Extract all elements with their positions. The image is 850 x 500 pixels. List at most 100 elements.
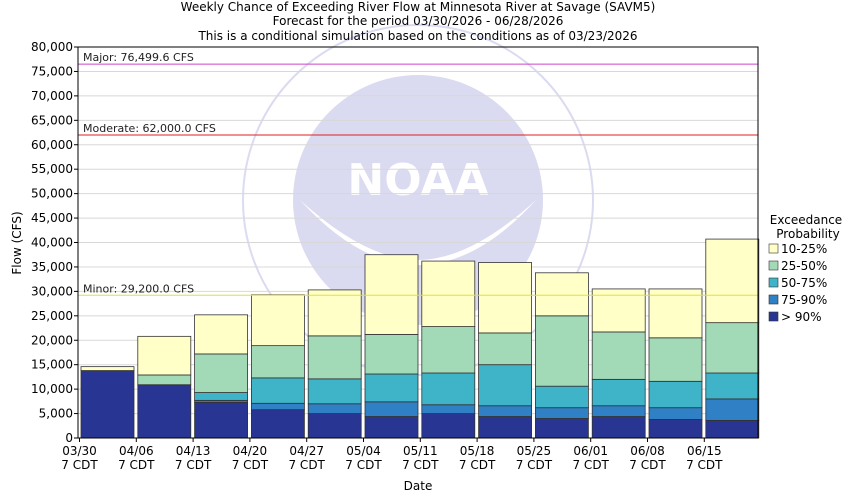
bar-segment [80, 366, 135, 371]
bar-segment [307, 378, 362, 405]
bar-segment [478, 262, 533, 334]
y-tick-label: 25,000 [31, 309, 73, 323]
bar-segment [705, 372, 760, 400]
bar-segment [194, 401, 249, 439]
bar-segment [250, 402, 305, 411]
y-tick-label: 20,000 [31, 333, 73, 347]
legend-title-line-1: Exceedance [770, 213, 842, 227]
y-axis-ticks: 0 5,000 10,000 15,000 20,000 25,000 30,000 35,0… [31, 40, 78, 445]
bar-segment [535, 407, 589, 419]
x-axis-label: Date [404, 479, 433, 493]
bars [80, 238, 760, 439]
x-tick-label-date: 04/13 [176, 444, 211, 458]
x-tick-label-time: 7 CDT [61, 458, 98, 472]
bar-segment [648, 380, 703, 409]
bar-segment [648, 407, 703, 420]
y-tick-label: 0 [65, 431, 73, 445]
bar-segment [137, 335, 192, 376]
x-tick-label-date: 05/18 [460, 444, 495, 458]
x-tick-label-time: 7 CDT [288, 458, 325, 472]
bar-segment [705, 398, 760, 421]
x-tick-label-time: 7 CDT [345, 458, 382, 472]
bar-segment [364, 416, 419, 439]
chart-title-line-2: Forecast for the period 03/30/2026 - 06/… [273, 14, 564, 28]
bar-segment [80, 370, 135, 439]
bar-segment [250, 409, 305, 439]
bar-segment [648, 337, 703, 382]
svg-text:NOAA: NOAA [347, 155, 488, 206]
chart-title-line-3: This is a conditional simulation based o… [197, 29, 637, 43]
bar-segment [421, 372, 476, 406]
bar-segment [535, 272, 589, 317]
bar-segment [421, 413, 476, 439]
x-tick-label-date: 05/04 [346, 444, 381, 458]
bar-segment [421, 260, 476, 327]
legend-swatch [768, 277, 779, 288]
chart-title-line-1: Weekly Chance of Exceeding River Flow at… [181, 0, 656, 14]
plot-border [77, 46, 759, 439]
x-tick-label-time: 7 CDT [516, 458, 553, 472]
y-tick-label: 50,000 [31, 187, 73, 201]
legend-swatch [768, 243, 779, 254]
legend-label: 50-75% [781, 276, 827, 290]
x-tick-label-date: 05/11 [403, 444, 438, 458]
x-tick-label-date: 06/15 [687, 444, 722, 458]
y-tick-label: 55,000 [31, 162, 73, 176]
bar-segment [705, 322, 760, 374]
x-tick-label-time: 7 CDT [402, 458, 439, 472]
legend-swatch [768, 294, 779, 305]
bar-segment [478, 364, 533, 407]
y-tick-label: 60,000 [31, 138, 73, 152]
bar-segment [591, 331, 646, 380]
bar-segment [250, 294, 305, 347]
y-tick-label: 40,000 [31, 236, 73, 250]
bar-segment [307, 403, 362, 414]
bar-segment [421, 326, 476, 374]
bar-segment [364, 401, 419, 417]
legend-label: 25-50% [781, 259, 827, 273]
bar-segment [307, 413, 362, 439]
legend-title-line-2: Probability [776, 227, 839, 241]
x-tick-label-date: 04/27 [289, 444, 324, 458]
bar-segment [250, 377, 305, 404]
bar-segment [478, 416, 533, 439]
bar-segment [535, 418, 589, 439]
bar-segment [250, 345, 305, 379]
legend-swatch [768, 260, 779, 271]
y-tick-label: 35,000 [31, 260, 73, 274]
bar-segment [591, 378, 646, 407]
bar-segment [478, 332, 533, 366]
legend-label: 10-25% [781, 242, 827, 256]
bar-segment [364, 373, 419, 403]
x-tick-label-time: 7 CDT [175, 458, 212, 472]
bar-segment [194, 392, 249, 401]
bar-segment [307, 335, 362, 380]
threshold-label: Major: 76,499.6 CFS [83, 51, 194, 64]
x-tick-label-date: 05/25 [517, 444, 552, 458]
threshold-label: Moderate: 62,000.0 CFS [83, 122, 216, 135]
x-tick-label-time: 7 CDT [572, 458, 609, 472]
y-tick-label: 75,000 [31, 64, 73, 78]
bar-segment [535, 315, 589, 387]
x-tick-label-time: 7 CDT [629, 458, 666, 472]
bar-segment [421, 404, 476, 414]
x-tick-label-date: 04/06 [119, 444, 154, 458]
bar-segment [478, 405, 533, 417]
x-tick-label-date: 06/01 [573, 444, 608, 458]
bar-segment [591, 288, 646, 333]
x-tick-label-date: 03/30 [62, 444, 97, 458]
bar-segment [194, 353, 249, 393]
threshold-lines: Major: 76,499.6 CFS Moderate: 62,000.0 CF… [78, 51, 758, 296]
y-tick-label: 10,000 [31, 382, 73, 396]
bar-segment [137, 374, 192, 386]
x-tick-label-time: 7 CDT [118, 458, 155, 472]
bar-segment [705, 420, 760, 439]
bar-segment [648, 419, 703, 439]
bar-segment [705, 238, 760, 324]
y-tick-label: 15,000 [31, 358, 73, 372]
x-tick-label-time: 7 CDT [232, 458, 269, 472]
legend-label: > 90% [781, 310, 822, 324]
y-tick-label: 70,000 [31, 89, 73, 103]
bar-segment [535, 385, 589, 409]
